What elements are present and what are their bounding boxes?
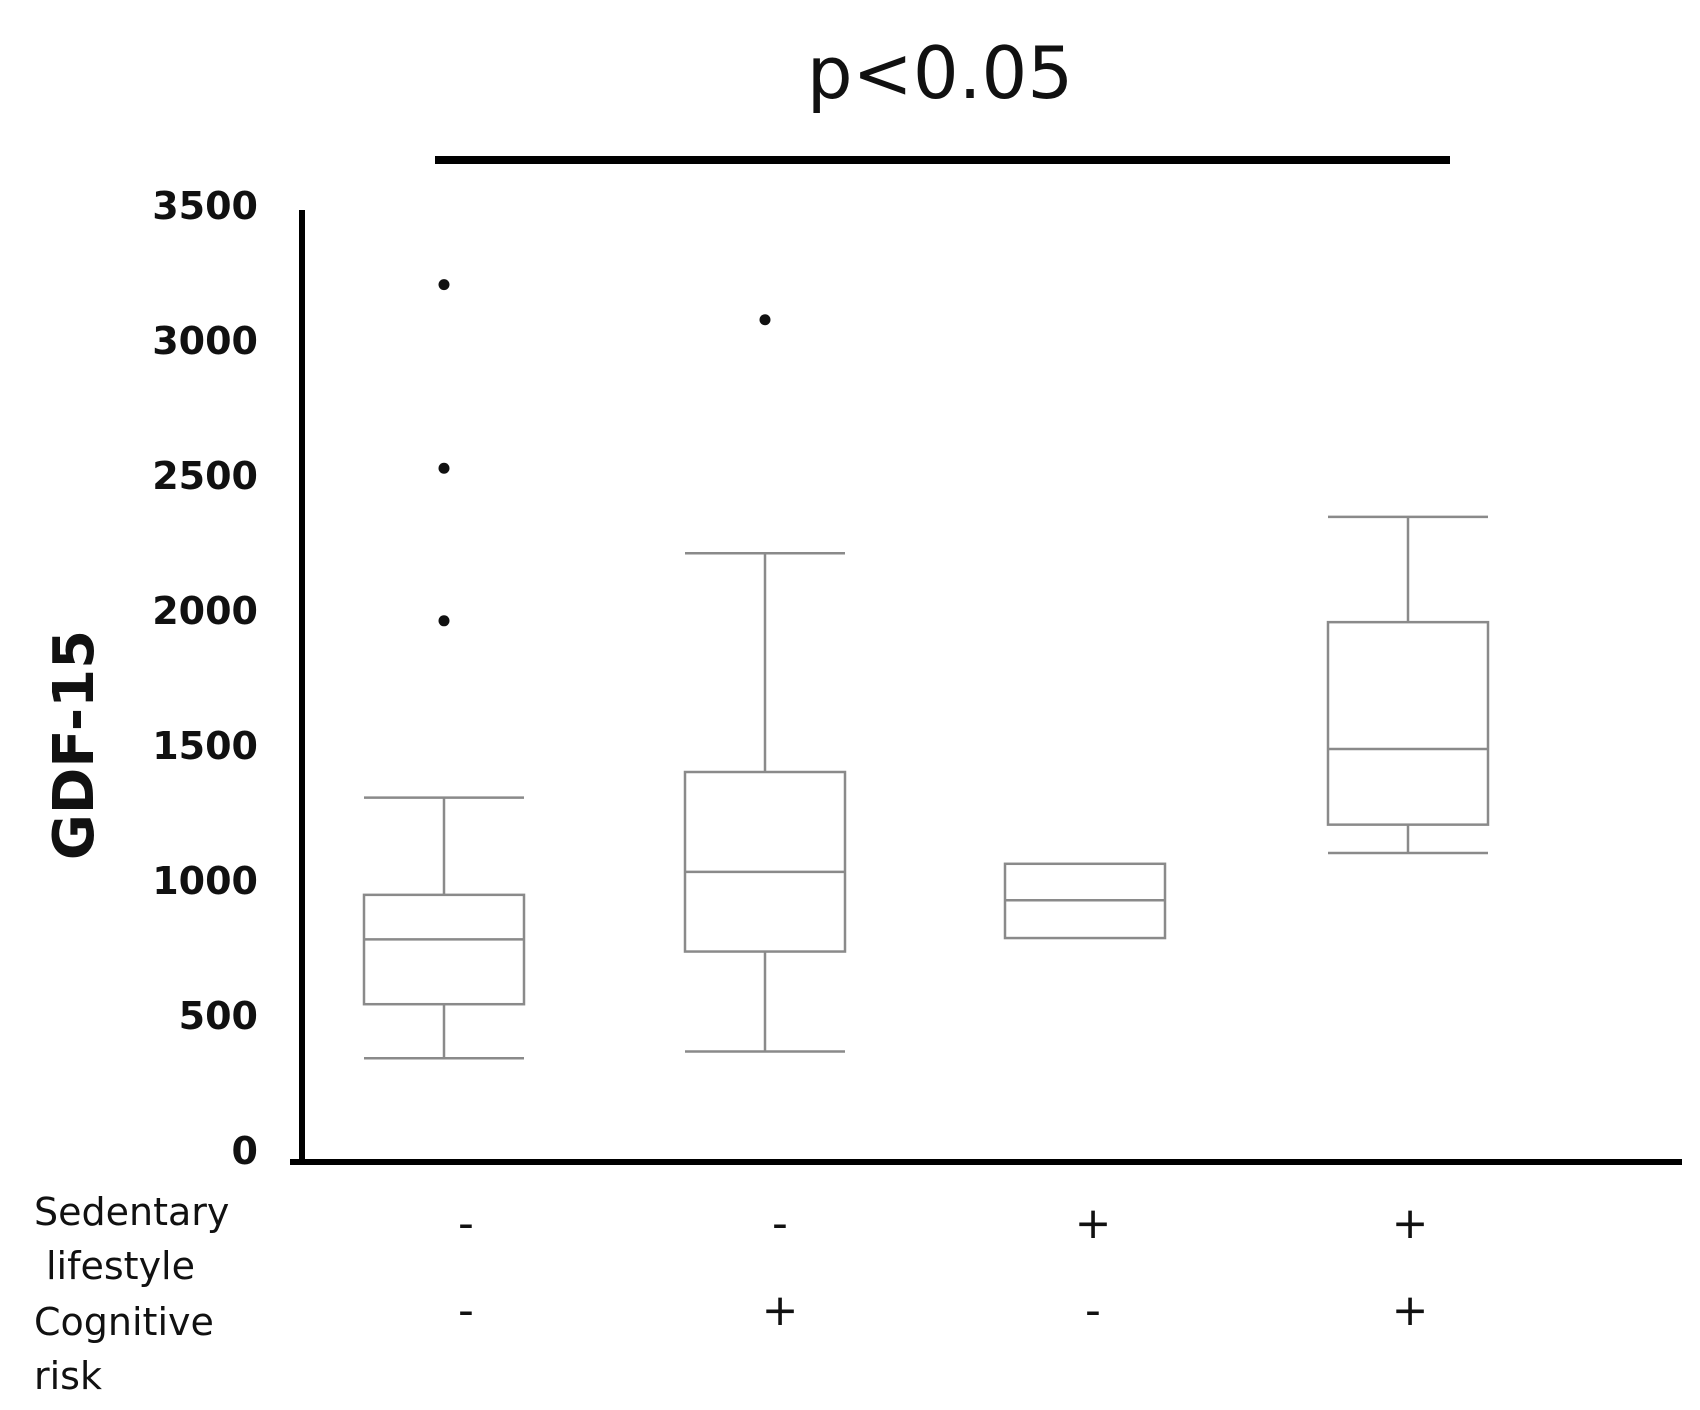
y-tick-label: 3000	[152, 319, 258, 363]
outlier-point	[438, 279, 450, 291]
outlier-point	[438, 615, 450, 627]
iqr-box	[362, 893, 526, 1006]
factor-sign: +	[1075, 1198, 1112, 1249]
y-tick-label: 1500	[152, 724, 258, 768]
factor-row-label: lifestyle	[46, 1244, 195, 1288]
y-tick-label: 3500	[152, 184, 258, 228]
factor-sign: -	[458, 1285, 474, 1336]
box-group-1	[362, 279, 526, 1060]
y-tick-label: 2000	[152, 589, 258, 633]
iqr-box	[1326, 620, 1490, 826]
box-group-2	[683, 314, 847, 1053]
factor-row-label: Sedentary	[34, 1190, 229, 1234]
factor-table: Sedentary lifestyle - - + + Cognitive risk - + - +	[34, 1190, 1428, 1398]
y-tick-label: 0	[232, 1129, 258, 1173]
box-group-3	[1003, 862, 1167, 940]
box-series	[362, 279, 1490, 1060]
factor-sign: -	[772, 1198, 788, 1249]
factor-row-label: Cognitive	[34, 1300, 214, 1344]
factor-row-label: risk	[34, 1354, 102, 1398]
factor-sign: +	[762, 1285, 799, 1336]
y-tick-label: 2500	[152, 454, 258, 498]
factor-sign: -	[458, 1198, 474, 1249]
factor-sign: +	[1392, 1198, 1429, 1249]
outlier-point	[438, 462, 450, 474]
y-axis-label: GDF-15	[42, 630, 107, 860]
outlier-point	[759, 314, 771, 326]
y-tick-label: 500	[179, 994, 258, 1038]
y-tick-label: 1000	[152, 859, 258, 903]
box-group-4	[1326, 515, 1490, 855]
p-value-annotation: p<0.05	[807, 31, 1073, 115]
y-tick-labels: 0 500 1000 1500 2000 2500 3000 3500	[152, 184, 258, 1173]
factor-sign: -	[1085, 1285, 1101, 1336]
iqr-box	[683, 770, 847, 953]
factor-sign: +	[1392, 1285, 1429, 1336]
